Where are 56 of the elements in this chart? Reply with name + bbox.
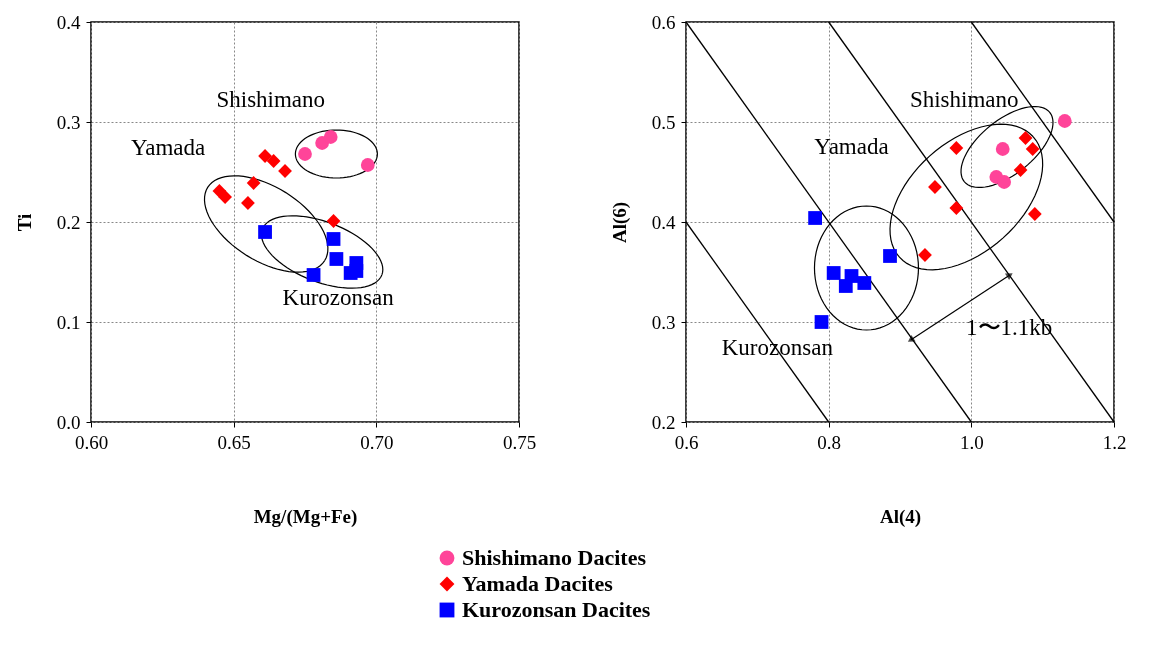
annotation: Kurozonsan [282, 285, 395, 310]
point [997, 175, 1012, 189]
point [995, 142, 1010, 156]
point [883, 249, 897, 263]
y-tick-label: 0.3 [56, 111, 81, 133]
x-tick-label: 0.6 [674, 431, 699, 453]
y-tick-label: 0.6 [651, 11, 676, 33]
point [1027, 207, 1042, 221]
annotation: Shishimano [909, 87, 1019, 112]
x-tick-label: 1.2 [1102, 431, 1127, 453]
point [838, 279, 853, 293]
point [326, 232, 341, 246]
annotation: Shishimano [216, 87, 326, 112]
annotation: Yamada [814, 134, 889, 159]
point [298, 147, 312, 161]
point [323, 130, 338, 144]
legend-label: Kurozonsan Dacites [462, 597, 651, 622]
point [258, 225, 272, 239]
y-axis-title: Ti [13, 213, 35, 232]
y-tick-label: 0.2 [651, 411, 676, 433]
point [360, 158, 375, 172]
x-tick-label: 0.75 [502, 431, 537, 453]
x-axis-title: Mg/(Mg+Fe) [253, 505, 358, 528]
y-tick-label: 0.0 [56, 411, 81, 433]
point [246, 176, 261, 190]
point [1013, 163, 1028, 177]
y-tick-label: 0.5 [651, 111, 676, 133]
point [814, 315, 829, 329]
legend-label: Shishimano Dacites [462, 545, 647, 570]
x-axis-title: Al(4) [879, 505, 922, 528]
y-tick-label: 0.2 [56, 211, 81, 233]
x-tick-label: 0.65 [217, 431, 251, 453]
point [329, 252, 344, 266]
point [857, 276, 872, 290]
point [949, 141, 964, 155]
point [306, 268, 321, 282]
y-tick-label: 0.1 [56, 311, 81, 333]
point [1057, 114, 1072, 128]
y-tick-label: 0.4 [56, 11, 81, 33]
y-tick-label: 0.4 [651, 211, 676, 233]
point [1025, 142, 1040, 156]
x-tick-label: 0.8 [817, 431, 842, 453]
point [266, 154, 281, 168]
point [808, 211, 823, 225]
point [1018, 131, 1033, 145]
legend-label: Yamada Dacites [462, 571, 614, 596]
x-tick-label: 0.70 [360, 431, 394, 453]
y-axis-title: Al(6) [608, 201, 631, 244]
point [349, 264, 364, 278]
annotation: Yamada [130, 135, 206, 160]
y-tick-label: 0.3 [651, 311, 676, 333]
point [326, 214, 341, 228]
x-tick-label: 0.60 [74, 431, 109, 453]
point [949, 201, 964, 215]
x-tick-label: 1.0 [959, 431, 984, 453]
point [826, 266, 841, 280]
